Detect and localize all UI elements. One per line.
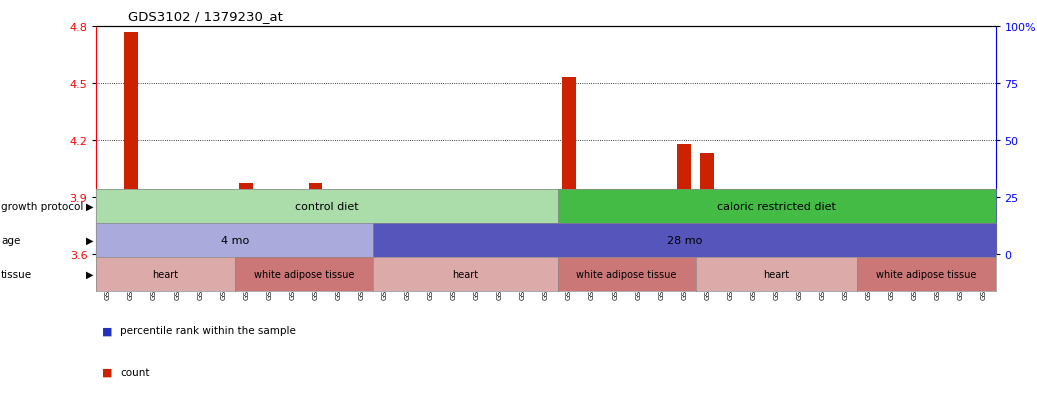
Bar — [864, 252, 873, 254]
Bar — [309, 184, 323, 254]
Bar — [979, 249, 988, 254]
Bar — [792, 242, 807, 254]
Bar — [470, 250, 483, 254]
Text: growth protocol: growth protocol — [1, 202, 83, 211]
Bar — [149, 249, 159, 254]
Text: ▶: ▶ — [86, 269, 93, 279]
Bar — [357, 249, 366, 254]
Bar — [654, 205, 668, 254]
Bar — [217, 229, 230, 254]
Bar — [862, 239, 875, 254]
Bar — [288, 252, 297, 254]
Bar — [677, 144, 692, 254]
Bar — [841, 252, 850, 254]
Bar — [242, 249, 251, 254]
Bar — [172, 252, 181, 254]
Text: percentile rank within the sample: percentile rank within the sample — [120, 325, 297, 335]
Bar — [632, 203, 645, 254]
Bar — [585, 239, 599, 254]
Bar — [888, 249, 896, 254]
Bar — [562, 78, 576, 254]
Text: white adipose tissue: white adipose tissue — [254, 269, 354, 279]
Bar — [933, 252, 943, 254]
Bar — [749, 252, 758, 254]
Bar — [609, 244, 622, 254]
Bar — [332, 192, 345, 254]
Bar — [219, 252, 228, 254]
Text: 28 mo: 28 mo — [667, 235, 702, 245]
Text: 4 mo: 4 mo — [221, 235, 249, 245]
Text: white adipose tissue: white adipose tissue — [876, 269, 977, 279]
Text: ■: ■ — [102, 367, 112, 377]
Bar — [193, 220, 207, 254]
Bar — [127, 247, 136, 254]
Bar — [240, 184, 253, 254]
Text: ▶: ▶ — [86, 202, 93, 211]
Bar — [539, 250, 553, 254]
Text: tissue: tissue — [1, 269, 32, 279]
Bar — [634, 249, 643, 254]
Bar — [724, 244, 737, 254]
Text: heart: heart — [452, 269, 478, 279]
Text: ▶: ▶ — [86, 235, 93, 245]
Bar — [403, 252, 413, 254]
Bar — [818, 252, 828, 254]
Text: ■: ■ — [102, 325, 112, 335]
Bar — [311, 249, 320, 254]
Bar — [518, 252, 528, 254]
Bar — [769, 242, 783, 254]
Bar — [449, 252, 458, 254]
Bar — [101, 233, 115, 254]
Bar — [170, 233, 184, 254]
Text: heart: heart — [763, 269, 789, 279]
Bar — [726, 252, 735, 254]
Bar — [954, 220, 968, 254]
Bar — [839, 239, 852, 254]
Bar — [424, 248, 438, 254]
Bar — [264, 249, 274, 254]
Bar — [493, 247, 507, 254]
Bar — [196, 252, 204, 254]
Bar — [772, 252, 781, 254]
Bar — [977, 203, 991, 254]
Bar — [679, 247, 689, 254]
Bar — [816, 239, 830, 254]
Bar — [380, 249, 389, 254]
Bar — [124, 33, 138, 254]
Text: control diet: control diet — [296, 202, 359, 211]
Bar — [104, 249, 113, 254]
Bar — [700, 154, 714, 254]
Bar — [516, 248, 530, 254]
Bar — [910, 252, 920, 254]
Bar — [795, 252, 804, 254]
Bar — [426, 252, 436, 254]
Bar — [262, 192, 276, 254]
Bar — [541, 252, 551, 254]
Bar — [447, 247, 460, 254]
Bar — [703, 247, 712, 254]
Bar — [956, 252, 965, 254]
Bar — [885, 193, 899, 254]
Bar — [377, 205, 392, 254]
Bar — [588, 252, 596, 254]
Bar — [931, 247, 945, 254]
Bar — [656, 249, 666, 254]
Bar — [285, 235, 300, 254]
Text: count: count — [120, 367, 149, 377]
Bar — [147, 211, 161, 254]
Bar — [472, 252, 481, 254]
Bar — [496, 252, 504, 254]
Text: heart: heart — [152, 269, 178, 279]
Bar — [747, 248, 760, 254]
Bar — [564, 247, 573, 254]
Bar — [355, 192, 368, 254]
Bar — [400, 250, 415, 254]
Text: white adipose tissue: white adipose tissue — [577, 269, 677, 279]
Text: caloric restricted diet: caloric restricted diet — [717, 202, 836, 211]
Bar — [611, 252, 620, 254]
Text: GDS3102 / 1379230_at: GDS3102 / 1379230_at — [128, 10, 282, 23]
Bar — [908, 239, 922, 254]
Text: age: age — [1, 235, 21, 245]
Bar — [334, 249, 343, 254]
